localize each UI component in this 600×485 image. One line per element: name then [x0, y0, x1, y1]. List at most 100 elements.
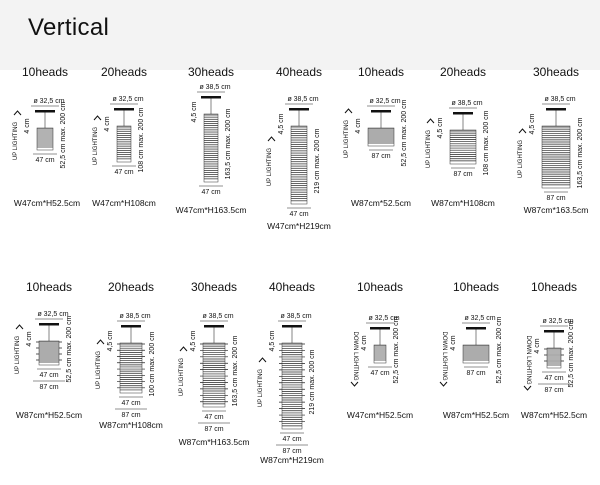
diameter-label: ø 38,5 cm [199, 84, 230, 91]
ceiling-canopy [453, 112, 473, 115]
lamp-item-row1-5: 10heads ø 32,5 cm 4 cm 52,5 cm max. 200 cm U… [344, 65, 411, 208]
lighting-arrow-icon [518, 128, 527, 134]
width-label: 87 cm [466, 370, 485, 377]
lamp-body [281, 342, 303, 430]
width-label: 87 cm [546, 195, 565, 202]
lamp-body [203, 113, 219, 183]
width-label: 47 cm [544, 375, 563, 382]
width2-label: 87 cm [544, 387, 563, 394]
ceiling-canopy [546, 108, 566, 111]
width2-label: 87 cm [282, 448, 301, 455]
lamp-item-row2-6: 10heads ø 32,5 cm 4 cm 52,5 cm max. 200 cm D… [439, 280, 509, 420]
ceiling-canopy [121, 325, 141, 328]
heads-label: 10heads [26, 280, 72, 294]
diameter-label: ø 38,5 cm [287, 96, 318, 103]
height-dim-label: 52,5 cm max. 200 cm [60, 101, 67, 168]
dimension-caption: W87cm*H52.5cm [443, 410, 509, 420]
lamp-item-row2-1: 10heads ø 32,5 cm 4 cm 52,5 cm max. 200 cm U… [15, 280, 82, 420]
dimension-caption: W87cm*52.5cm [351, 198, 411, 208]
height-dim-label: 163,5 cm max. 200 cm [232, 335, 239, 406]
height-dim-label: 108 cm max. 200 cm [483, 110, 490, 175]
width-label: 87 cm [453, 171, 472, 178]
dimension-caption: W87cm*H52.5cm [16, 410, 82, 420]
dimension-caption: W47cm*H219cm [267, 221, 331, 231]
lighting-direction-label: DOWN LIGHTING [525, 336, 531, 385]
top-offset-label: 4,5 cm [107, 330, 114, 351]
lighting-direction-label: UP LIGHTING [13, 122, 19, 161]
diameter-label: ø 32,5 cm [37, 311, 68, 318]
ceiling-canopy [114, 108, 134, 111]
ceiling-canopy [39, 323, 59, 326]
lighting-arrow-icon [15, 324, 24, 330]
diameter-label: ø 38,5 cm [451, 100, 482, 107]
height-dim-label: 52,5 cm max. 200 cm [401, 99, 408, 166]
height-dim-label: 52,5 cm max. 200 cm [393, 316, 400, 383]
width2-label: 87 cm [121, 412, 140, 419]
heads-label: 10heads [357, 280, 403, 294]
heads-label: 20heads [440, 65, 486, 79]
ceiling-canopy [544, 330, 564, 333]
top-offset-label: 4,5 cm [529, 113, 536, 134]
height-dim-label: 163,5 cm max. 200 cm [577, 117, 584, 188]
width2-label: 87 cm [39, 384, 58, 391]
height-dim-label: 52,5 cm max. 200 cm [496, 316, 503, 383]
dimension-caption: W87cm*163.5cm [524, 205, 589, 215]
diameter-label: ø 32,5 cm [464, 315, 495, 322]
width-label: 47 cm [370, 370, 389, 377]
heads-label: 10heads [358, 65, 404, 79]
lamp-item-row2-4: 40heads ø 38,5 cm 4,5 cm 219 cm max. 200 cm… [258, 280, 324, 465]
top-offset-label: 4 cm [534, 338, 541, 353]
diameter-label: ø 32,5 cm [112, 96, 143, 103]
lighting-arrow-icon [344, 108, 353, 114]
lamp-item-row2-5: 10heads ø 32,5 cm 4 cm 52,5 cm max. 200 cm D… [347, 280, 413, 420]
lamp-item-row1-7: 30heads ø 38,5 cm 4,5 cm 163,5 cm max. 200 … [518, 65, 588, 215]
top-offset-label: 4 cm [355, 118, 362, 133]
heads-label: 30heads [533, 65, 579, 79]
lamp-body [38, 340, 60, 366]
width-label: 47 cm [204, 414, 223, 421]
lamp-item-row2-2: 20heads ø 38,5 cm 4,5 cm 100 cm max. 200 cm… [96, 280, 163, 430]
heads-label: 30heads [191, 280, 237, 294]
width2-label: 87 cm [204, 426, 223, 433]
ceiling-canopy [204, 325, 224, 328]
heads-label: 10heads [531, 280, 577, 294]
diameter-label: ø 38,5 cm [202, 313, 233, 320]
width-label: 47 cm [282, 436, 301, 443]
ceiling-canopy [289, 108, 309, 111]
lighting-arrow-icon [350, 381, 359, 387]
dimension-caption: W87cm*H108cm [431, 198, 495, 208]
lamp-body [290, 125, 308, 205]
lighting-arrow-icon [267, 136, 276, 142]
lamp-body [449, 129, 477, 165]
height-dim-label: 52,5 cm max. 200 cm [568, 320, 575, 387]
lighting-direction-label: UP LIGHTING [518, 140, 524, 179]
diameter-label: ø 38,5 cm [544, 96, 575, 103]
lighting-arrow-icon [258, 357, 267, 363]
lighting-direction-label: UP LIGHTING [258, 369, 264, 408]
lighting-arrow-icon [179, 346, 188, 352]
heads-label: 20heads [101, 65, 147, 79]
top-offset-label: 4,5 cm [191, 101, 198, 122]
height-dim-label: 219 cm max. 200 cm [309, 349, 316, 414]
ceiling-canopy [371, 110, 391, 113]
dimension-caption: W47cm*H108cm [92, 198, 156, 208]
dimension-caption: W47cm*H163.5cm [176, 205, 247, 215]
heads-label: 40heads [269, 280, 315, 294]
diameter-label: ø 38,5 cm [119, 313, 150, 320]
ceiling-canopy [370, 327, 390, 330]
dimension-caption: W87cm*H108cm [99, 420, 163, 430]
lamp-item-row1-1: 10heads ø 32,5 cm 4 cm 52,5 cm max. 200 cm U… [13, 65, 80, 208]
height-dim-label: 219 cm max. 200 cm [314, 128, 321, 193]
header-band [0, 0, 600, 70]
width-label: 47 cm [39, 372, 58, 379]
dimension-caption: W47cm*H52.5cm [347, 410, 413, 420]
heads-label: 10heads [22, 65, 68, 79]
top-offset-label: 4 cm [24, 118, 31, 133]
lighting-arrow-icon [523, 385, 532, 391]
lighting-direction-label: DOWN LIGHTING [441, 332, 447, 381]
lighting-arrow-icon [439, 381, 448, 387]
lighting-arrow-icon [93, 115, 102, 121]
height-dim-label: 163,5 cm max. 200 cm [225, 108, 232, 179]
lighting-direction-label: UP LIGHTING [344, 120, 350, 159]
